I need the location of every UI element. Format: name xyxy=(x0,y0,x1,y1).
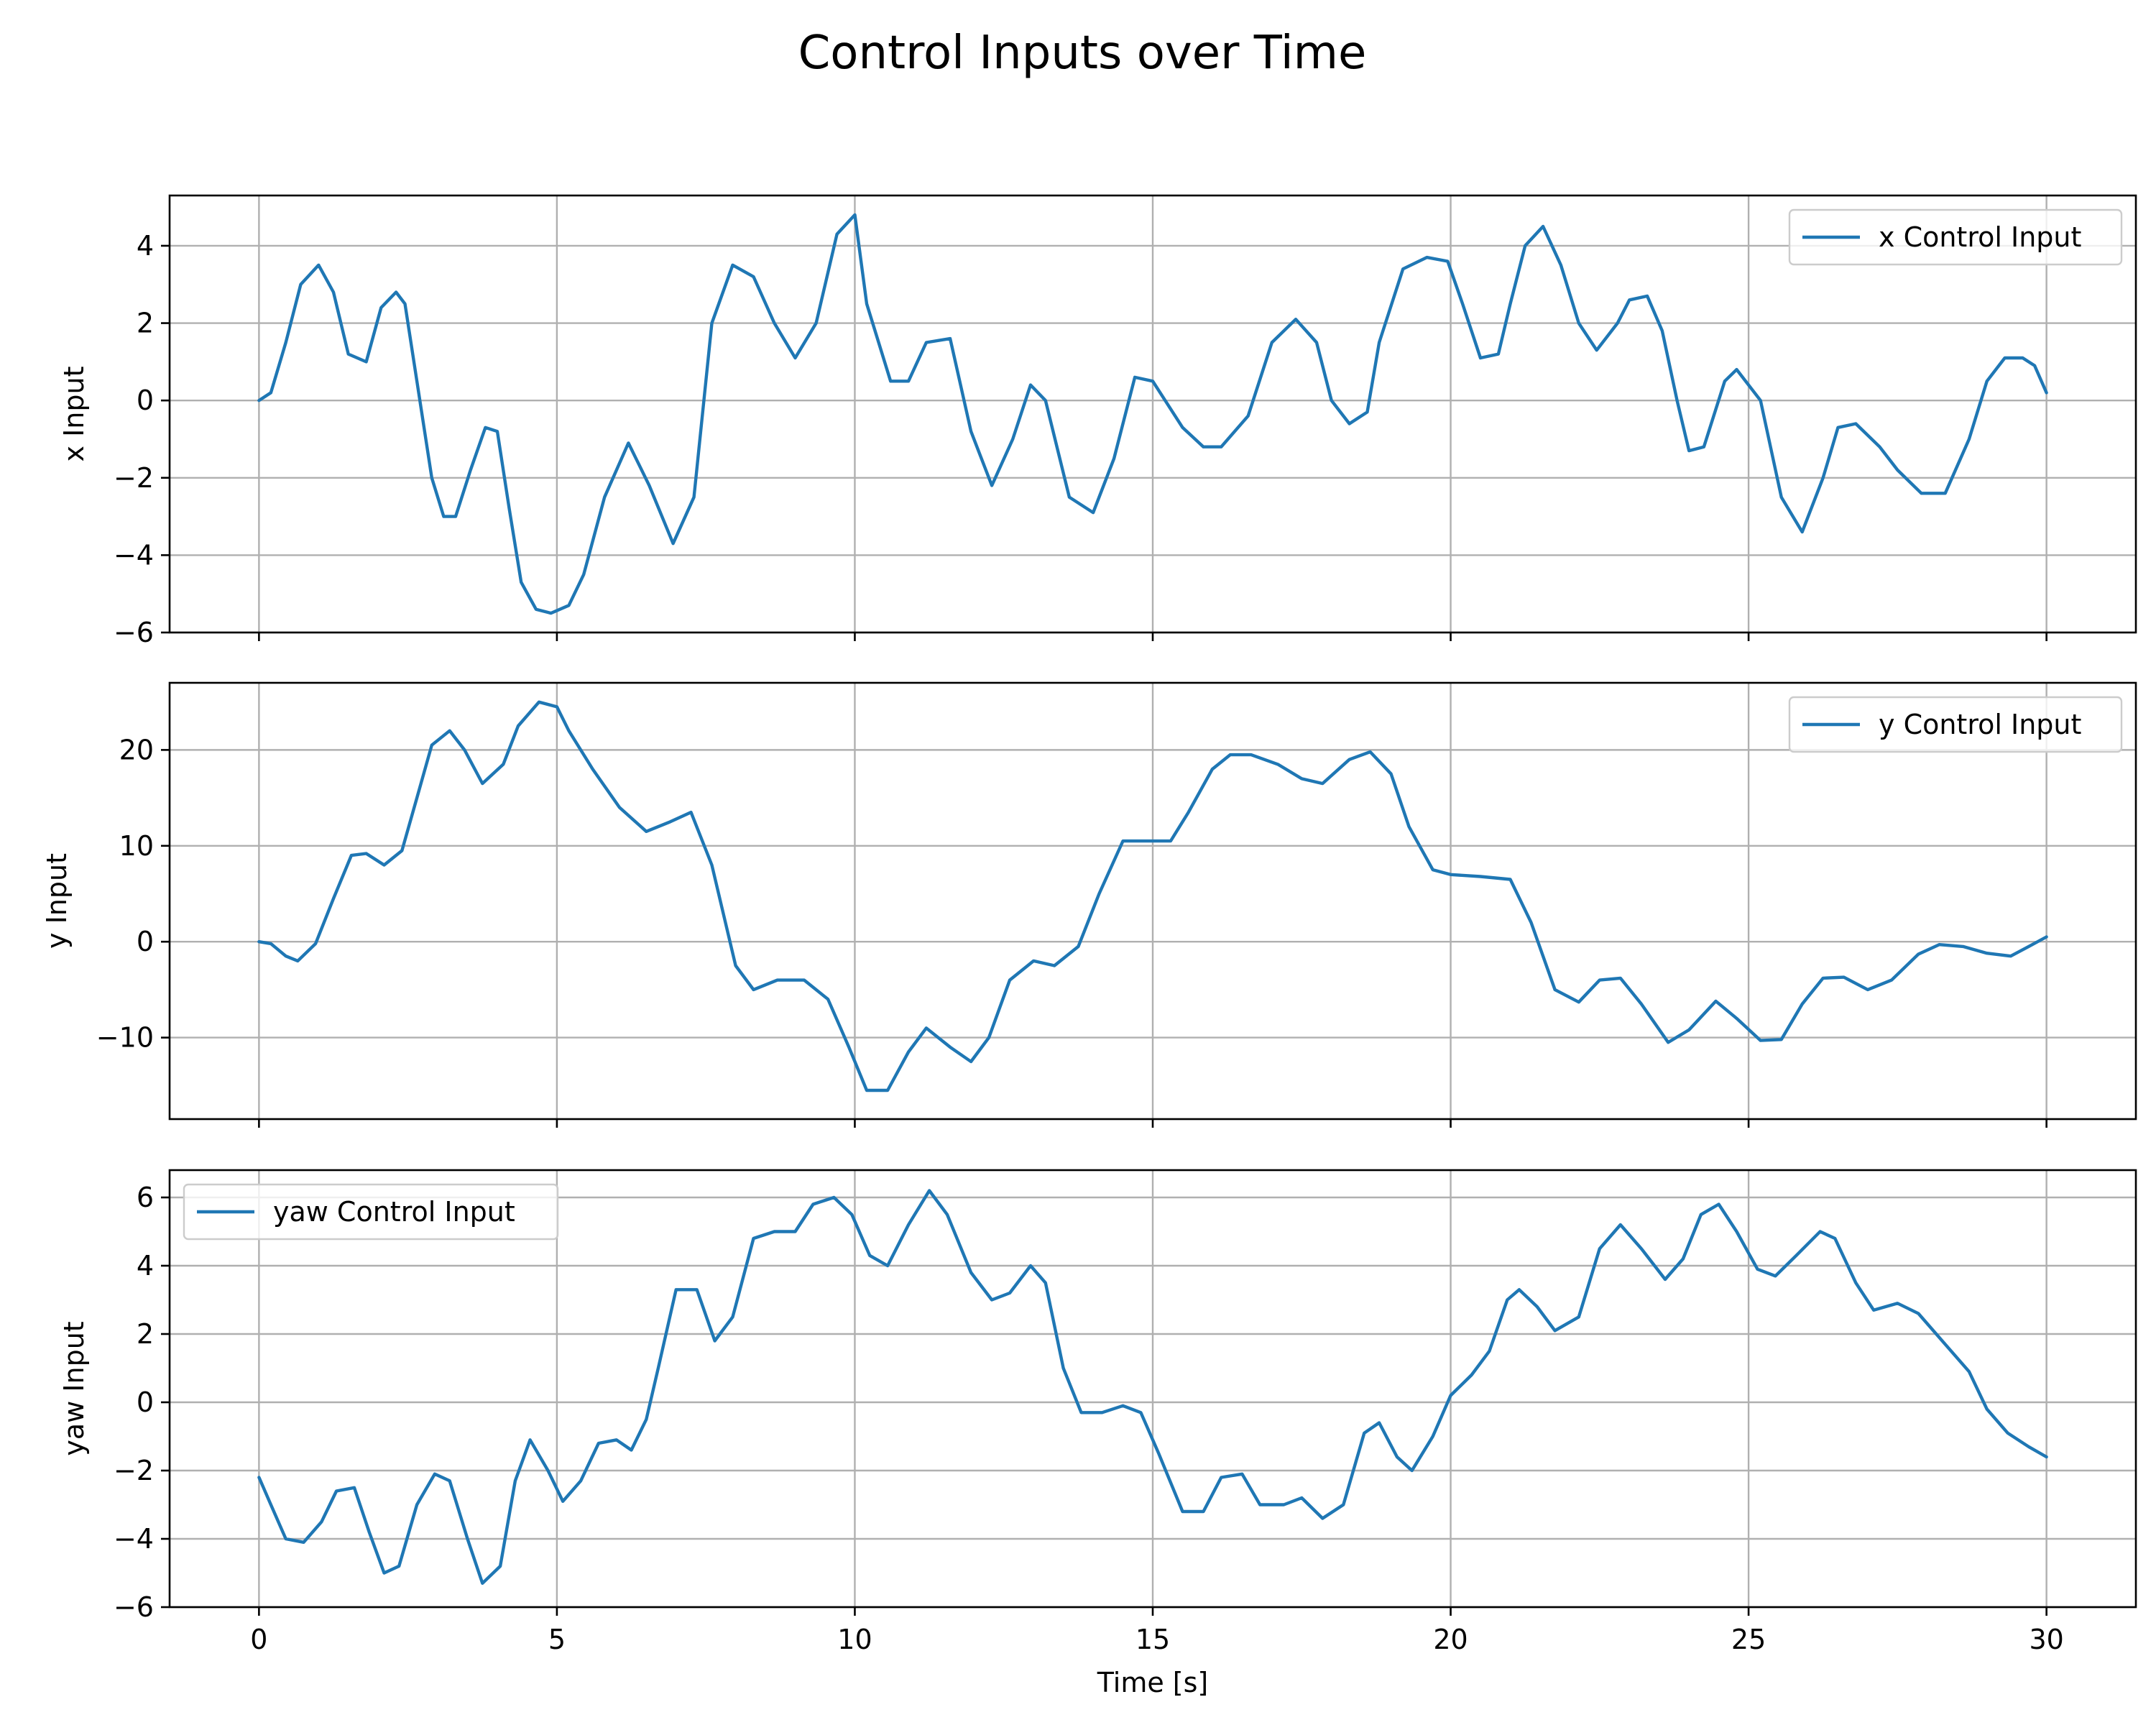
y-tick-label: −10 xyxy=(96,1022,154,1054)
legend-label: y Control Input xyxy=(1879,709,2081,740)
series-line-x xyxy=(257,213,2048,615)
x-tick-label: 20 xyxy=(1433,1624,1468,1655)
y-tick-label: 0 xyxy=(137,1386,154,1418)
y-tick-label: 0 xyxy=(137,385,154,416)
y-axis-label-y: y Input xyxy=(41,853,73,949)
x-tick-label: 15 xyxy=(1135,1624,1170,1655)
y-tick-label: −6 xyxy=(114,617,154,648)
legend-y: y Control Input xyxy=(1788,696,2123,753)
x-tick-label: 0 xyxy=(250,1624,267,1655)
legend-x: x Control Input xyxy=(1788,208,2123,266)
y-tick-label: 4 xyxy=(137,1250,154,1282)
y-tick-label: 6 xyxy=(137,1182,154,1213)
y-tick-label: 2 xyxy=(137,308,154,339)
x-tick-label: 25 xyxy=(1731,1624,1766,1655)
legend-yaw: yaw Control Input xyxy=(183,1183,559,1241)
legend-label: x Control Input xyxy=(1879,221,2081,253)
x-axis-label: Time [s] xyxy=(1097,1667,1209,1698)
figure-title: Control Inputs over Time xyxy=(798,27,1367,80)
y-axis-label-yaw: yaw Input xyxy=(58,1321,90,1455)
y-tick-label: −6 xyxy=(114,1591,154,1623)
y-axis-label-x: x Input xyxy=(58,367,90,462)
legend-label: yaw Control Input xyxy=(273,1196,515,1228)
series-line-y xyxy=(257,700,2048,1092)
y-tick-label: −2 xyxy=(114,1455,154,1486)
y-tick-label: 4 xyxy=(137,230,154,262)
y-tick-label: 0 xyxy=(137,926,154,957)
subplot-yaw: −6 −4 −2 0 2 4 6 yaw Input yaw Control Input xyxy=(58,1169,2137,1623)
legend-box xyxy=(183,1183,559,1241)
x-tick-label: 5 xyxy=(548,1624,566,1655)
x-tick-label: 10 xyxy=(837,1624,872,1655)
x-tick-label: 30 xyxy=(2029,1624,2063,1655)
legend-box xyxy=(1788,696,2123,753)
y-tick-label: 2 xyxy=(137,1318,154,1350)
subplot-y: −10 0 10 20 y Input y Control Input xyxy=(41,681,2137,1128)
subplot-x: −6 −4 −2 0 2 4 x Input x Control Input xyxy=(58,194,2137,648)
y-tick-label: −4 xyxy=(114,1523,154,1555)
y-tick-label: −2 xyxy=(114,462,154,494)
y-tick-label: 20 xyxy=(119,734,154,765)
series-line-yaw xyxy=(257,1189,2048,1586)
y-tick-label: 10 xyxy=(119,830,154,862)
legend-box xyxy=(1788,208,2123,266)
y-tick-label: −4 xyxy=(114,539,154,571)
x-axis: 0 5 10 15 20 25 30 Time [s] xyxy=(250,1624,2064,1698)
